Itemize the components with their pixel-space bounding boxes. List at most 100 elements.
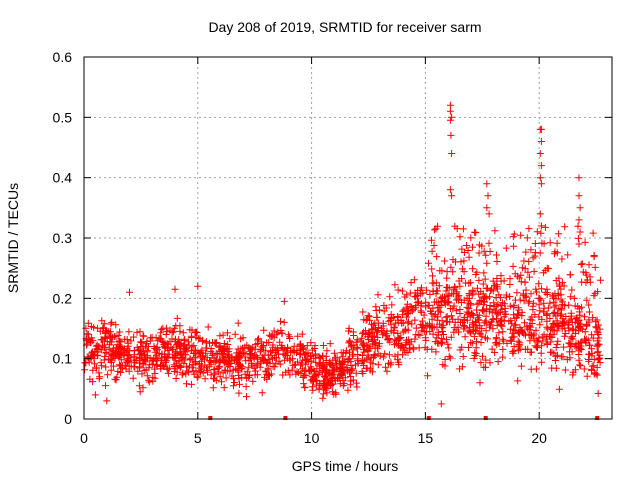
- data-point: [499, 328, 507, 336]
- data-point: [482, 312, 490, 320]
- data-point: [567, 334, 575, 342]
- data-point: [125, 367, 133, 375]
- data-point: [532, 326, 540, 334]
- data-point: [379, 322, 387, 330]
- data-point: [218, 378, 225, 386]
- data-point: [294, 332, 302, 340]
- data-point: [429, 324, 436, 332]
- data-point: [482, 284, 490, 292]
- data-point: [446, 107, 454, 115]
- data-point: [527, 330, 535, 338]
- data-point: [236, 350, 244, 357]
- data-point: [577, 261, 585, 268]
- data-point: [575, 308, 583, 316]
- axes: 0 0.1 0.2 0.3 0.4 0.5 0.6 0 5 10 15 20: [53, 49, 612, 446]
- data-point: [529, 254, 537, 262]
- data-point: [464, 247, 472, 254]
- data-point: [230, 382, 237, 390]
- data-point: [194, 282, 202, 290]
- data-point: [441, 356, 449, 363]
- data-point: [524, 325, 532, 333]
- data-point: [565, 324, 573, 332]
- gap-marker: [283, 416, 288, 420]
- data-point: [421, 334, 429, 342]
- data-point: [481, 275, 489, 283]
- y-tick-label: 0.6: [53, 49, 73, 65]
- data-point: [171, 348, 179, 356]
- data-point: [177, 363, 185, 371]
- data-point: [402, 304, 410, 312]
- data-point: [526, 273, 533, 281]
- data-point: [581, 328, 589, 336]
- data-point: [578, 260, 586, 268]
- data-point: [139, 332, 147, 340]
- data-point: [461, 323, 469, 331]
- data-point: [569, 325, 577, 333]
- data-point: [473, 284, 481, 292]
- data-point: [84, 319, 92, 327]
- data-point: [219, 331, 227, 339]
- data-point: [114, 332, 122, 340]
- data-point: [574, 234, 582, 242]
- data-point: [489, 277, 497, 285]
- data-point: [499, 335, 507, 343]
- data-point: [585, 261, 593, 269]
- data-point: [438, 338, 446, 346]
- data-point: [339, 353, 347, 361]
- data-point: [469, 265, 477, 273]
- data-point: [493, 283, 501, 291]
- data-point: [382, 363, 389, 371]
- data-point: [347, 343, 355, 351]
- data-point: [181, 335, 189, 343]
- data-point: [202, 349, 210, 357]
- data-point: [449, 256, 457, 264]
- data-point: [567, 293, 575, 301]
- data-point: [407, 279, 415, 287]
- data-point: [262, 347, 270, 355]
- data-point: [512, 321, 520, 329]
- data-point: [216, 332, 224, 340]
- data-point: [229, 366, 237, 374]
- data-point: [496, 317, 504, 325]
- data-point: [551, 290, 559, 298]
- data-point: [396, 335, 404, 343]
- data-point: [554, 337, 562, 345]
- data-point: [188, 364, 196, 372]
- data-point: [326, 379, 334, 387]
- data-point: [145, 378, 153, 386]
- data-point: [533, 228, 541, 236]
- data-point: [428, 236, 435, 244]
- data-point: [230, 379, 238, 386]
- data-point: [557, 296, 565, 304]
- data-point: [461, 333, 469, 341]
- data-point: [195, 361, 203, 369]
- data-point: [178, 371, 186, 379]
- data-point: [494, 310, 502, 318]
- data-point: [404, 309, 412, 317]
- data-point: [565, 339, 573, 347]
- data-point: [234, 368, 242, 376]
- x-tick-label: 20: [531, 430, 547, 446]
- data-point: [346, 338, 354, 346]
- data-point: [220, 354, 228, 362]
- data-point: [501, 304, 509, 312]
- data-point: [593, 337, 601, 345]
- data-point: [443, 299, 451, 306]
- data-point: [368, 320, 375, 328]
- data-point: [137, 338, 144, 346]
- data-point: [310, 373, 318, 381]
- data-point: [460, 313, 468, 321]
- data-point: [487, 321, 494, 329]
- data-point: [383, 327, 391, 335]
- data-point: [529, 302, 537, 310]
- data-point: [517, 231, 525, 239]
- data-point: [575, 216, 583, 224]
- data-point: [460, 257, 468, 265]
- data-point: [445, 284, 453, 292]
- data-point: [477, 359, 485, 367]
- data-point: [188, 356, 196, 364]
- data-point: [213, 356, 221, 364]
- data-point: [383, 367, 391, 375]
- data-point: [506, 281, 514, 288]
- data-point: [263, 370, 271, 378]
